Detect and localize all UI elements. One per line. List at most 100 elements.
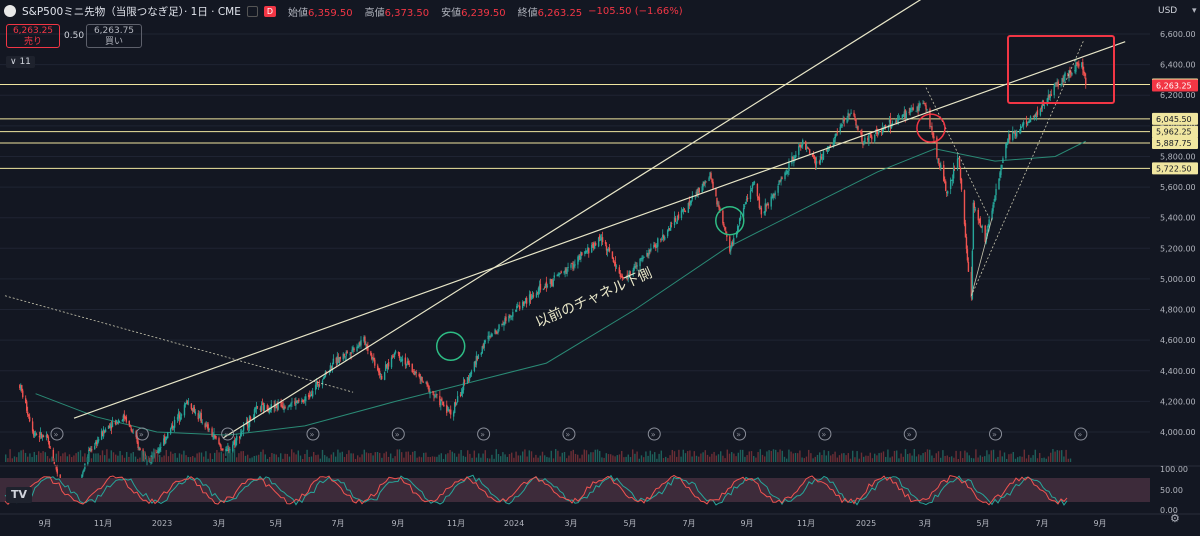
volume-bar [973, 458, 975, 462]
candle-body [530, 296, 533, 299]
candle-body [25, 398, 27, 404]
volume-bar [71, 457, 73, 462]
volume-bar [574, 453, 577, 462]
volume-bar [205, 451, 207, 462]
candle-body [684, 210, 687, 212]
volume-bar [548, 457, 550, 462]
candle-body [929, 109, 931, 127]
candle-body [581, 252, 583, 256]
candle-body [649, 249, 651, 252]
candle-body [378, 369, 380, 373]
volume-bar [966, 452, 968, 462]
volume-bar [141, 450, 143, 462]
candle-body [1077, 63, 1079, 65]
candle-body [440, 399, 442, 406]
candle-body [158, 448, 160, 452]
interval-badge[interactable]: D [263, 5, 277, 17]
candle-body [1005, 143, 1007, 159]
candle-body [441, 398, 443, 401]
volume-bar [117, 455, 119, 462]
candle-body [487, 335, 489, 340]
candle-body [357, 347, 359, 348]
volume-bar [139, 457, 141, 462]
candle-body [1064, 72, 1066, 77]
volume-bar [55, 453, 57, 462]
volume-bar [156, 452, 159, 462]
indicator-toggle[interactable]: ∨ 11 [6, 56, 35, 68]
candle-body [591, 244, 593, 253]
volume-bar [350, 453, 352, 462]
candle-body [1048, 94, 1050, 98]
candle-body [758, 197, 761, 209]
volume-bar [841, 453, 843, 462]
price-axis-label: 5,600.00 [1160, 183, 1196, 192]
event-icon-glyph: » [651, 430, 656, 439]
volume-bar [702, 452, 704, 462]
candle-body [784, 172, 786, 179]
candle-body [943, 164, 945, 182]
candle-body [572, 264, 574, 269]
candle-body [876, 130, 879, 134]
volume-bar [898, 458, 900, 462]
buy-button[interactable]: 6,263.75 買い [86, 24, 142, 48]
time-axis-label: 11月 [94, 519, 112, 528]
volume-bar [546, 456, 548, 462]
volume-bar [392, 458, 394, 462]
volume-bar [73, 455, 75, 462]
chevron-down-icon[interactable]: ▾ [1192, 6, 1197, 16]
candle-body [938, 158, 940, 164]
candle-body [164, 436, 166, 443]
candle-body [567, 267, 569, 269]
square-icon[interactable] [246, 5, 258, 17]
symbol-title[interactable]: S&P500ミニ先物（当限つなぎ足）· 1日 · CME [22, 5, 241, 18]
candle-body [785, 173, 787, 175]
volume-bar [874, 453, 876, 462]
volume-bar [387, 456, 390, 462]
candle-body [165, 437, 167, 444]
candle-body [303, 400, 305, 402]
candle-body [139, 448, 141, 451]
candle-body [642, 257, 644, 260]
candle-body [675, 221, 678, 223]
volume-bar [742, 449, 744, 462]
volume-bar [29, 453, 31, 462]
event-icon-glyph: » [309, 430, 314, 439]
level-price-tag [1152, 112, 1198, 125]
candle-body [38, 435, 41, 438]
volume-bar [726, 449, 728, 462]
volume-bar [885, 456, 887, 462]
candle-body [232, 444, 234, 452]
candle-body [722, 210, 724, 224]
candle-body [48, 441, 51, 449]
gear-icon[interactable]: ⚙ [1170, 512, 1180, 525]
candle-body [332, 358, 335, 365]
tradingview-logo[interactable]: TV [6, 487, 32, 503]
volume-bar [467, 450, 469, 462]
candle-body [1056, 82, 1058, 85]
candle-body [764, 203, 766, 213]
candle-body [310, 394, 313, 396]
volume-bar [79, 450, 82, 462]
candle-body [435, 394, 437, 396]
volume-bar [929, 449, 931, 462]
volume-bar [755, 457, 757, 462]
volume-bar [429, 457, 431, 462]
volume-bar [170, 451, 172, 462]
candle-body [302, 400, 304, 403]
candle-body [263, 404, 266, 411]
event-icon-glyph: » [139, 430, 144, 439]
candle-body [1043, 105, 1046, 106]
candle-body [315, 381, 318, 385]
candle-body [118, 421, 121, 423]
candle-body [443, 404, 445, 407]
candle-body [888, 119, 891, 123]
currency-label[interactable]: USD [1158, 6, 1178, 16]
time-axis-label: 9月 [391, 519, 404, 528]
volume-bar [46, 456, 49, 462]
candle-body [336, 356, 339, 365]
sell-button[interactable]: 6,263.25 売り [6, 24, 60, 48]
volume-bar [744, 456, 746, 462]
volume-bar [486, 458, 489, 462]
